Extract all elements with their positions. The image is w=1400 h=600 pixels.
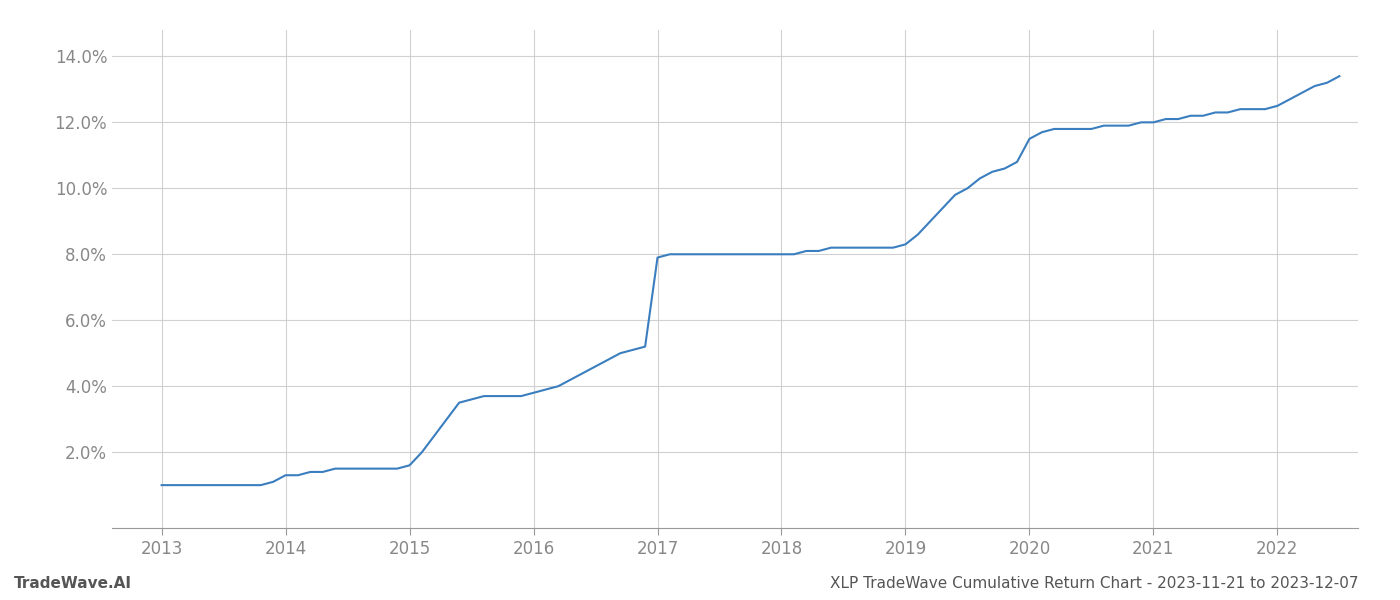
Text: XLP TradeWave Cumulative Return Chart - 2023-11-21 to 2023-12-07: XLP TradeWave Cumulative Return Chart - … — [829, 576, 1358, 591]
Text: TradeWave.AI: TradeWave.AI — [14, 576, 132, 591]
